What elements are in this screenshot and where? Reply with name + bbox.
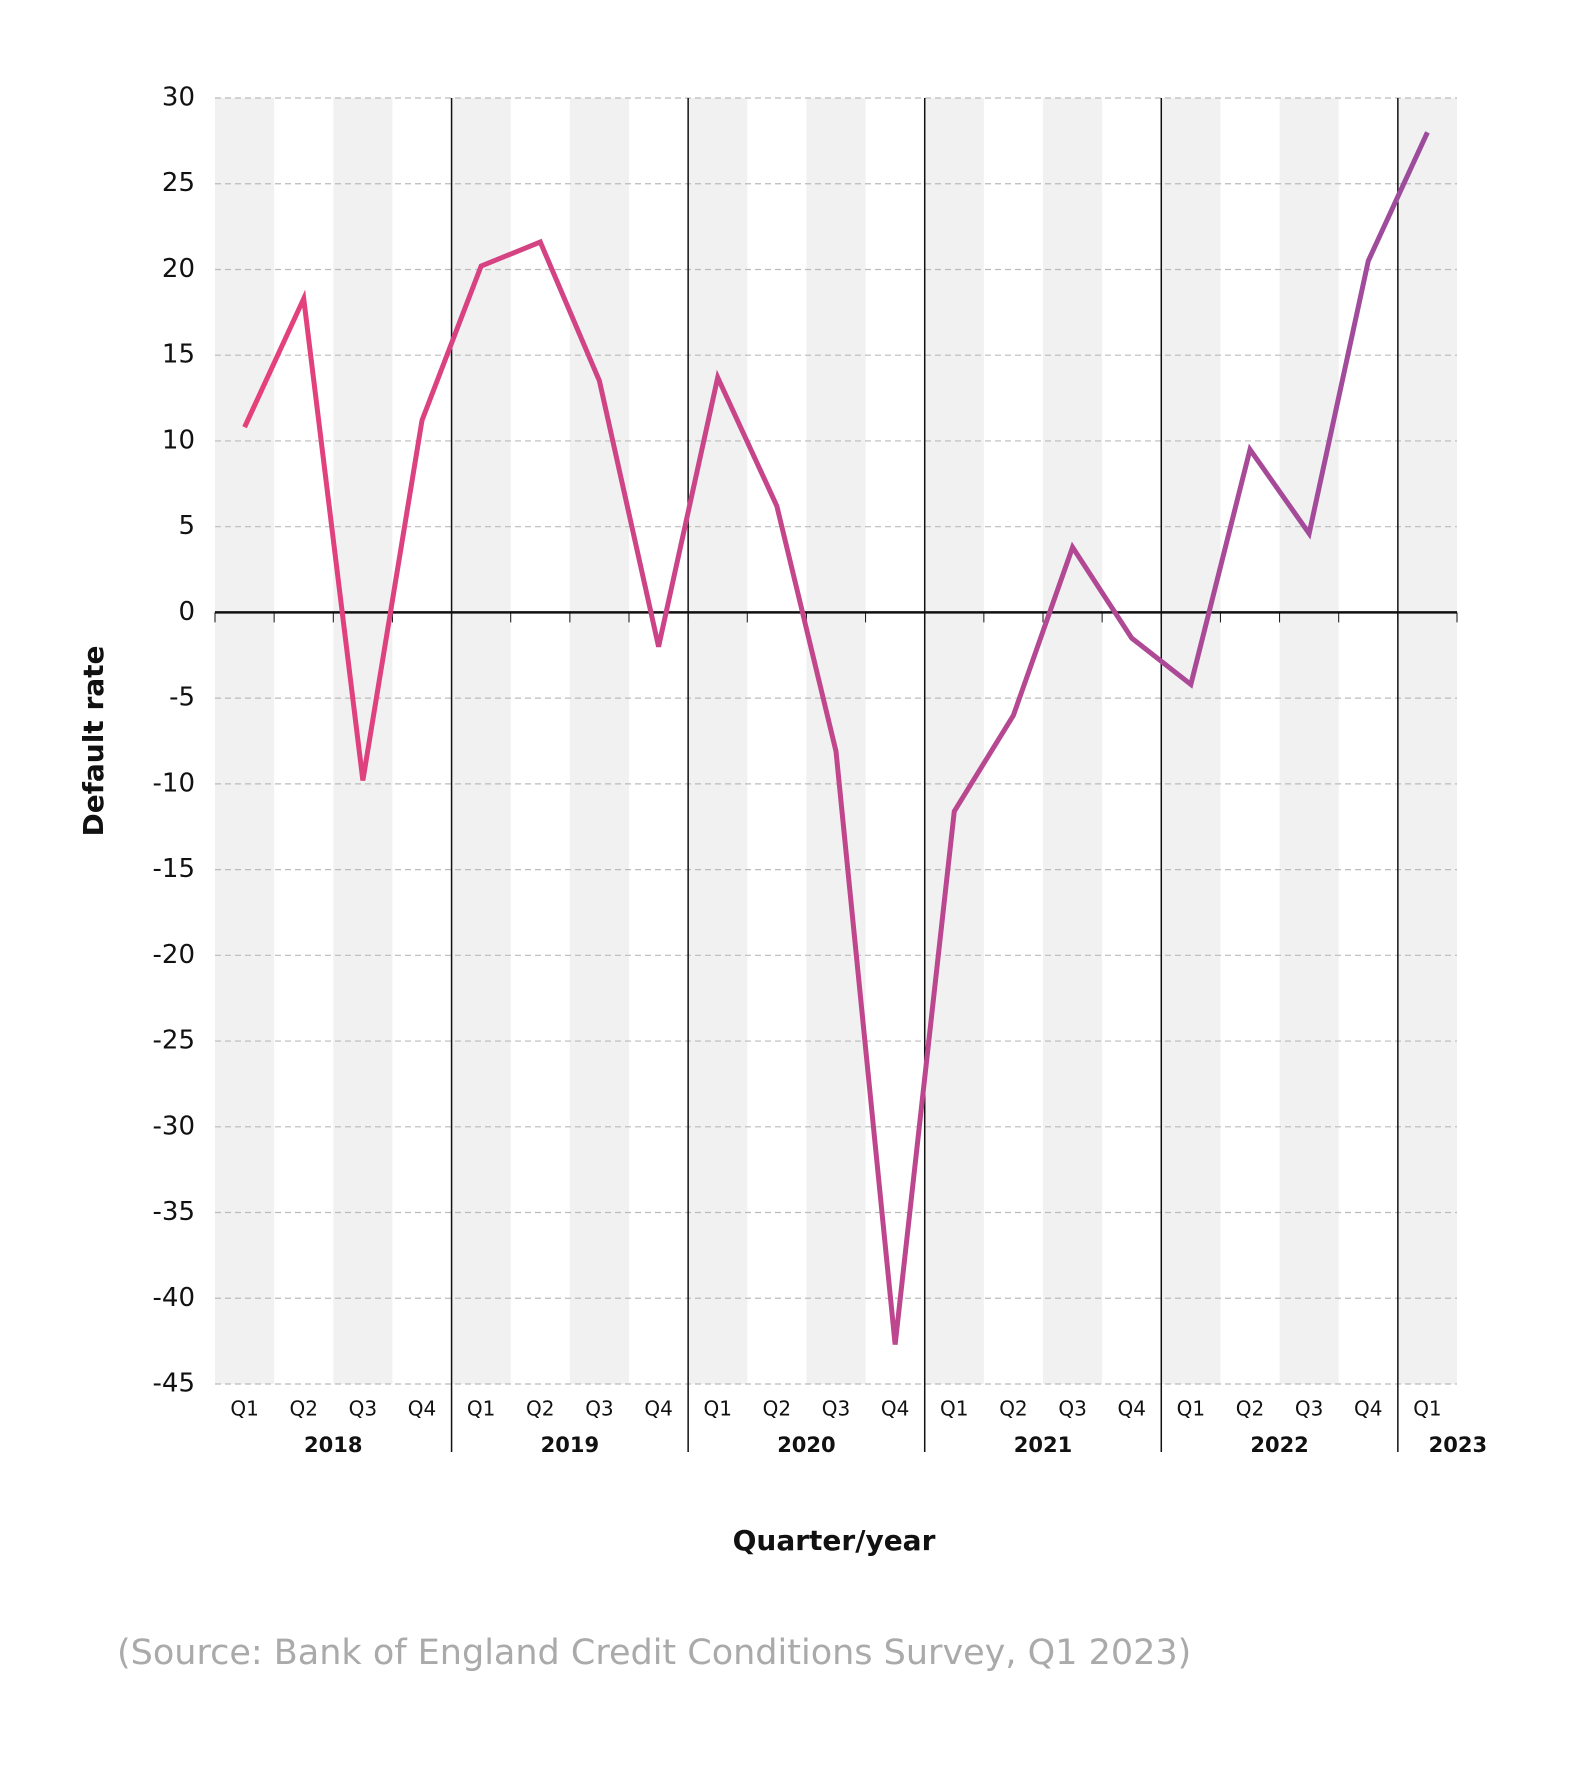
source: (Source: Bank of England Credit Conditio… xyxy=(117,1633,1191,1673)
year-label: 2018 xyxy=(304,1433,362,1457)
x-tick-label: Q4 xyxy=(644,1397,672,1421)
y-tick-label: 20 xyxy=(162,254,195,284)
y-tick-label: 0 xyxy=(178,597,195,627)
x-tick-label: Q2 xyxy=(289,1397,317,1421)
year-label: 2019 xyxy=(541,1433,599,1457)
stripe xyxy=(451,98,511,1384)
x-tick-label: Q2 xyxy=(1236,1397,1264,1421)
year-label: 2020 xyxy=(777,1433,835,1457)
x-tick-label: Q1 xyxy=(230,1397,258,1421)
y-tick-label: 30 xyxy=(162,83,195,113)
x-axis-title: Quarter/year xyxy=(733,1524,936,1557)
x-tick-label: Q4 xyxy=(1117,1397,1145,1421)
year-label: 2023 xyxy=(1429,1433,1487,1457)
y-tick-label: -5 xyxy=(169,683,195,713)
y-tick-label: -15 xyxy=(153,854,195,884)
x-tick-label: Q1 xyxy=(1413,1397,1441,1421)
year-label: 2021 xyxy=(1014,1433,1072,1457)
y-tick-label: 15 xyxy=(162,340,195,370)
y-tick-label: -35 xyxy=(153,1197,195,1227)
y-tick-label: -30 xyxy=(153,1111,195,1141)
x-tick-label: Q4 xyxy=(1354,1397,1382,1421)
stripe xyxy=(1043,98,1103,1384)
x-tick-label: Q3 xyxy=(585,1397,613,1421)
y-tick-label: -20 xyxy=(153,940,195,970)
x-tick-label: Q1 xyxy=(703,1397,731,1421)
y-tick-label: -40 xyxy=(153,1283,195,1313)
x-tick-label: Q2 xyxy=(999,1397,1027,1421)
x-tick-label: Q2 xyxy=(526,1397,554,1421)
y-tick-label: -10 xyxy=(153,768,195,798)
x-tick-label: Q2 xyxy=(763,1397,791,1421)
y-axis-title: Default rate xyxy=(77,645,110,836)
x-tick-label: Q3 xyxy=(349,1397,377,1421)
year-label: 2022 xyxy=(1250,1433,1308,1457)
y-tick-label: 5 xyxy=(178,511,195,541)
x-tick-label: Q3 xyxy=(1295,1397,1323,1421)
x-tick-label: Q1 xyxy=(467,1397,495,1421)
stripe xyxy=(1279,98,1339,1384)
x-tick-label: Q4 xyxy=(408,1397,436,1421)
stripe xyxy=(333,98,393,1384)
x-tick-label: Q3 xyxy=(822,1397,850,1421)
stripe xyxy=(215,98,275,1384)
y-tick-label: -25 xyxy=(153,1026,195,1056)
x-tick-label: Q3 xyxy=(1058,1397,1086,1421)
x-tick-label: Q1 xyxy=(1177,1397,1205,1421)
stripe xyxy=(924,98,984,1384)
stripe xyxy=(1397,98,1457,1384)
stripe xyxy=(1161,98,1221,1384)
line xyxy=(242,131,1430,1345)
x-tick-label: Q1 xyxy=(940,1397,968,1421)
stripes xyxy=(215,98,1457,1384)
stripe xyxy=(688,98,748,1384)
y-tick-label: 25 xyxy=(162,168,195,198)
y-tick-label: 10 xyxy=(162,425,195,455)
y-tick-label: -45 xyxy=(153,1369,195,1399)
x-tick-label: Q4 xyxy=(881,1397,909,1421)
stripe xyxy=(569,98,629,1384)
